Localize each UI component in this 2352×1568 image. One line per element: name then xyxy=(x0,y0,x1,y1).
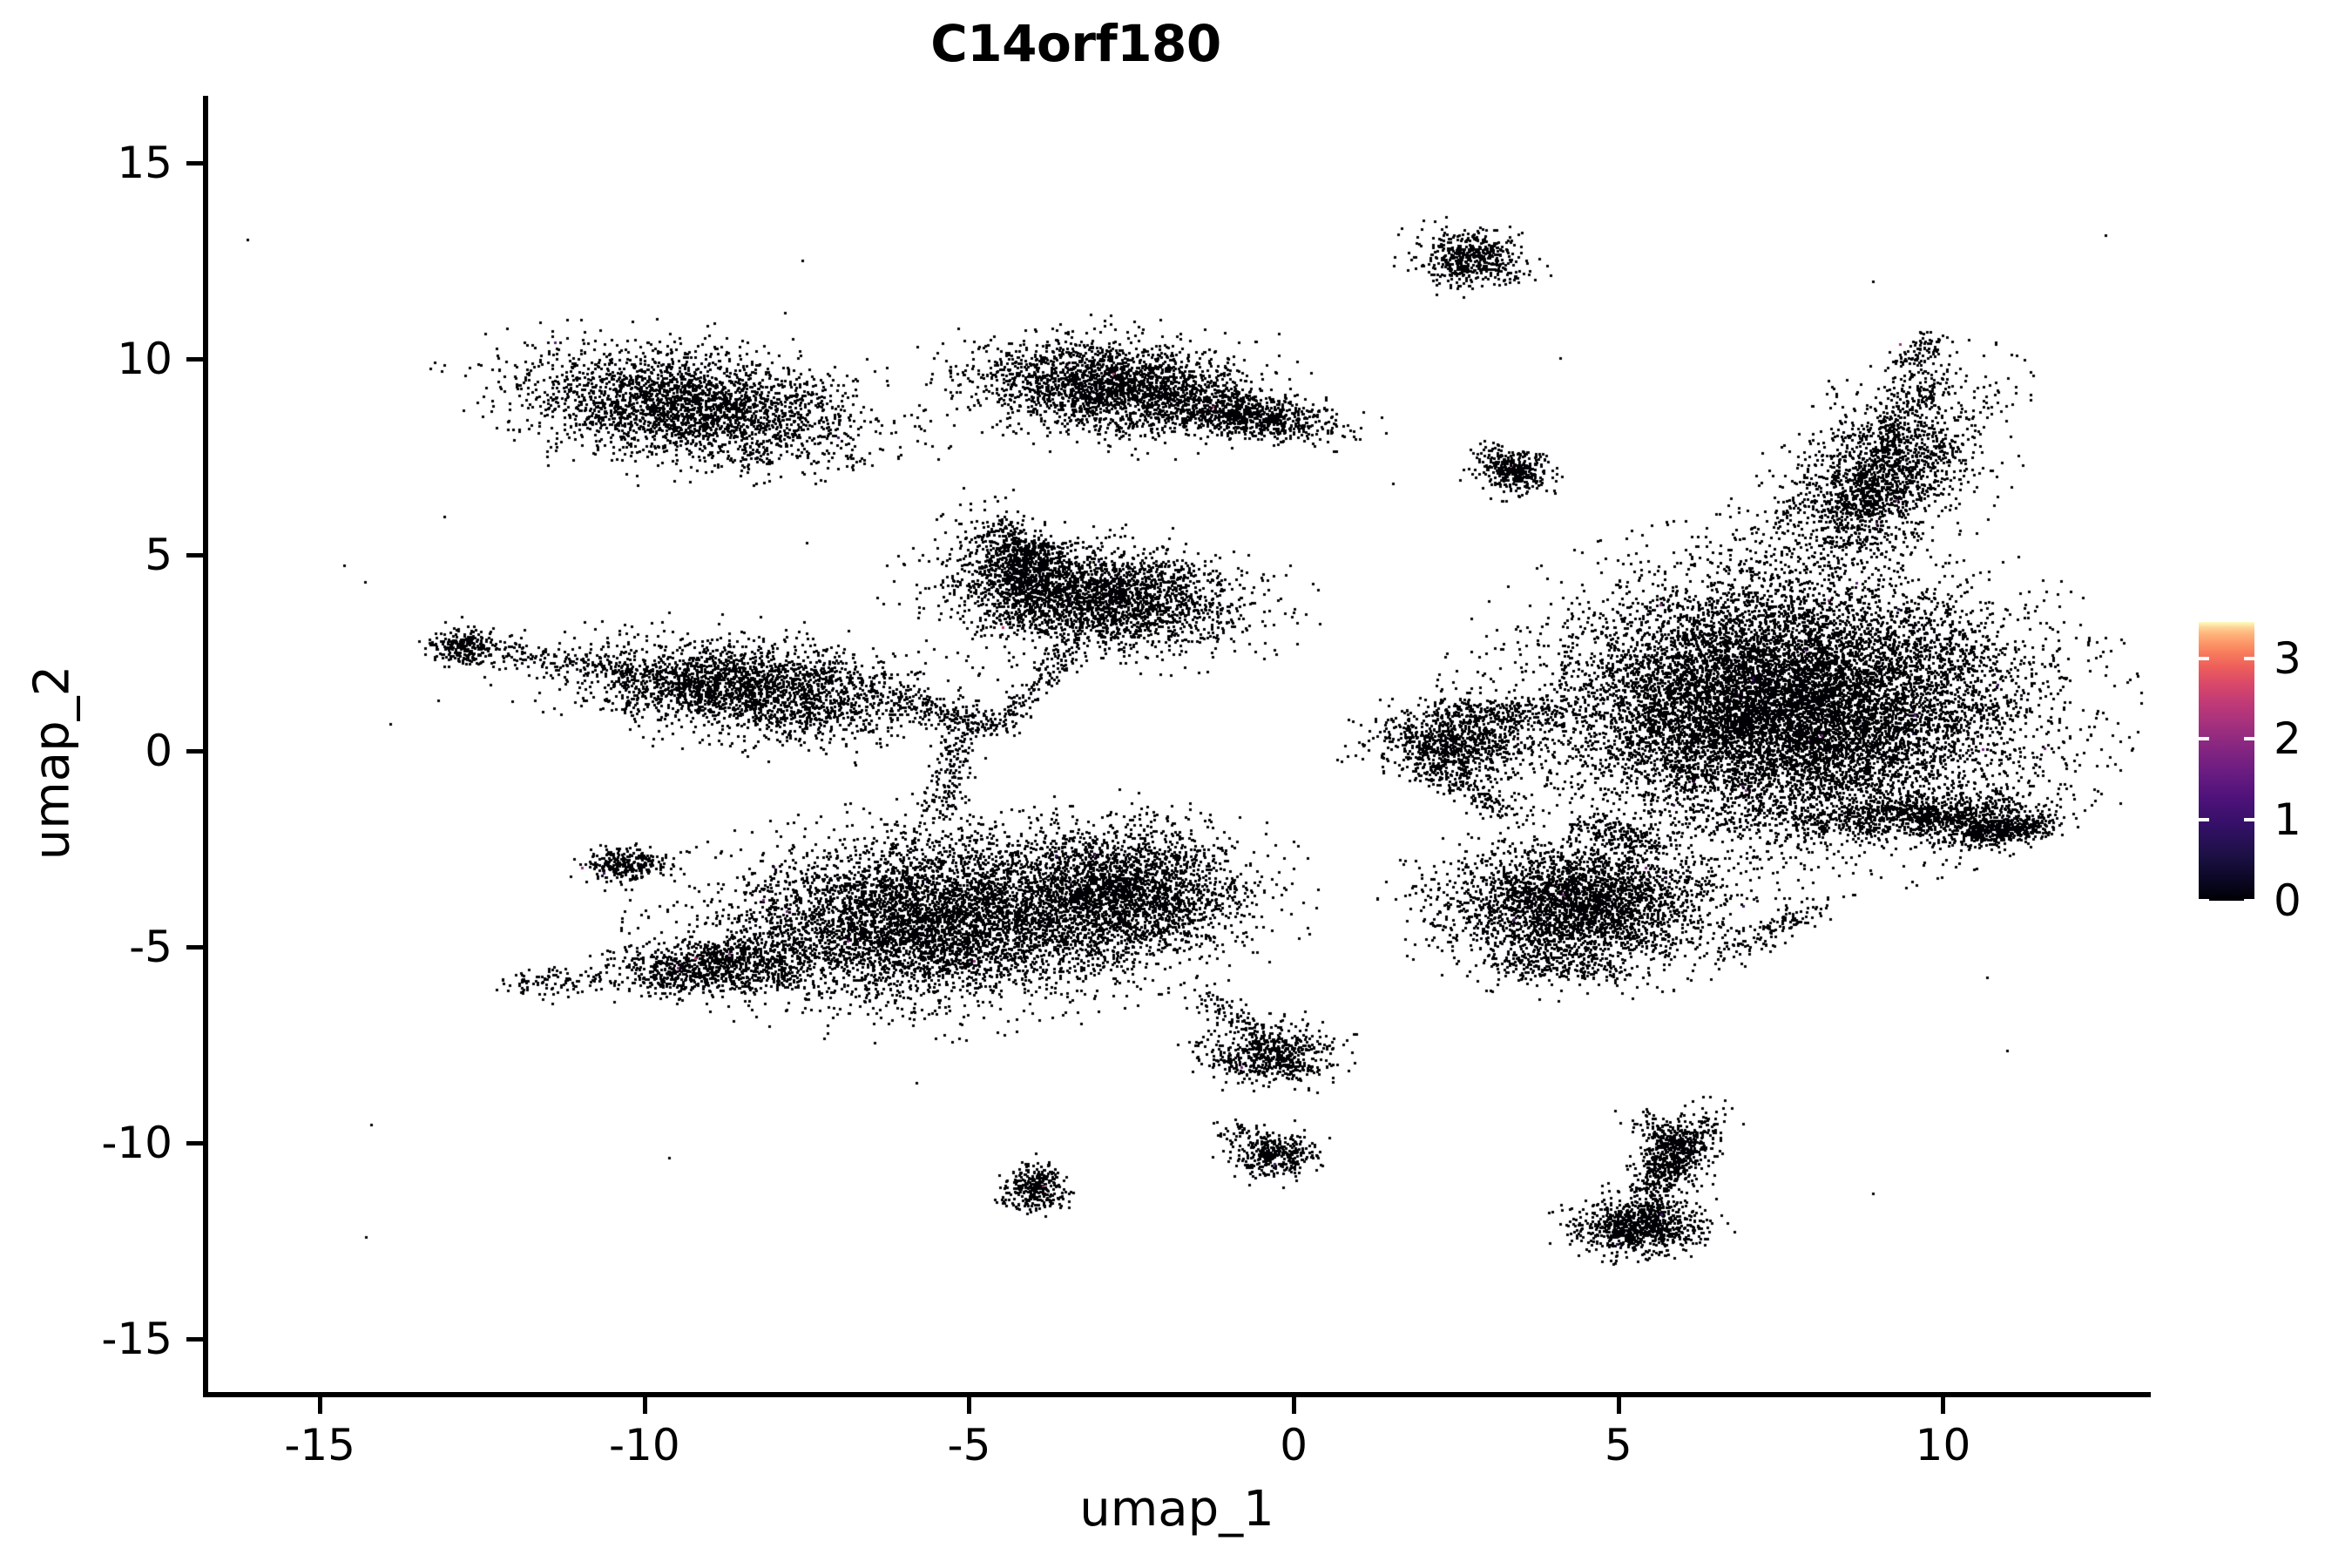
x-tick-mark xyxy=(1941,1397,1946,1414)
y-axis-label: umap_2 xyxy=(24,665,81,861)
page-title: C14orf180 xyxy=(930,14,1221,73)
y-tick-label: 15 xyxy=(117,137,172,188)
x-tick-label: 10 xyxy=(1915,1420,1971,1470)
colorbar-gradient xyxy=(2199,622,2254,901)
x-tick-label: 0 xyxy=(1280,1420,1308,1470)
y-tick-mark xyxy=(186,160,203,166)
colorbar[interactable] xyxy=(2199,622,2254,902)
x-tick-mark xyxy=(318,1397,323,1414)
y-tick-label: -5 xyxy=(129,921,172,972)
x-tick-label: -5 xyxy=(947,1420,991,1470)
colorbar-tick-mark xyxy=(2244,737,2254,741)
colorbar-tick-mark xyxy=(2199,737,2209,741)
colorbar-tick-mark xyxy=(2199,818,2209,822)
x-tick-label: -10 xyxy=(608,1420,680,1470)
x-axis-spine xyxy=(203,1392,2151,1397)
y-tick-label: 10 xyxy=(117,333,172,384)
x-tick-mark xyxy=(642,1397,647,1414)
scatter-plot-canvas[interactable] xyxy=(203,96,2151,1397)
x-tick-mark xyxy=(967,1397,972,1414)
colorbar-tick-mark xyxy=(2199,656,2209,660)
x-tick-mark xyxy=(1292,1397,1297,1414)
colorbar-tick-mark xyxy=(2199,899,2209,902)
y-tick-label: -15 xyxy=(101,1313,172,1364)
colorbar-tick-label: 2 xyxy=(2274,713,2301,765)
colorbar-tick-label: 1 xyxy=(2274,794,2301,846)
axes-frame xyxy=(203,96,2151,1397)
y-tick-mark xyxy=(186,552,203,558)
y-tick-mark xyxy=(186,1140,203,1146)
x-tick-mark xyxy=(1616,1397,1621,1414)
y-tick-mark xyxy=(186,356,203,362)
colorbar-tick-label: 3 xyxy=(2274,632,2301,684)
y-tick-label: 5 xyxy=(145,529,172,580)
x-tick-label: -15 xyxy=(284,1420,355,1470)
colorbar-tick-label: 0 xyxy=(2274,875,2301,926)
x-tick-label: 5 xyxy=(1604,1420,1632,1470)
y-tick-mark xyxy=(186,748,203,754)
x-axis-label: umap_1 xyxy=(1079,1481,1274,1538)
colorbar-tick-mark xyxy=(2244,899,2254,902)
y-tick-label: 0 xyxy=(145,725,172,776)
colorbar-tick-mark xyxy=(2244,656,2254,660)
y-tick-mark xyxy=(186,1336,203,1342)
colorbar-tick-mark xyxy=(2244,818,2254,822)
y-tick-mark xyxy=(186,944,203,950)
y-axis-spine xyxy=(203,96,208,1397)
y-tick-label: -10 xyxy=(101,1117,172,1168)
